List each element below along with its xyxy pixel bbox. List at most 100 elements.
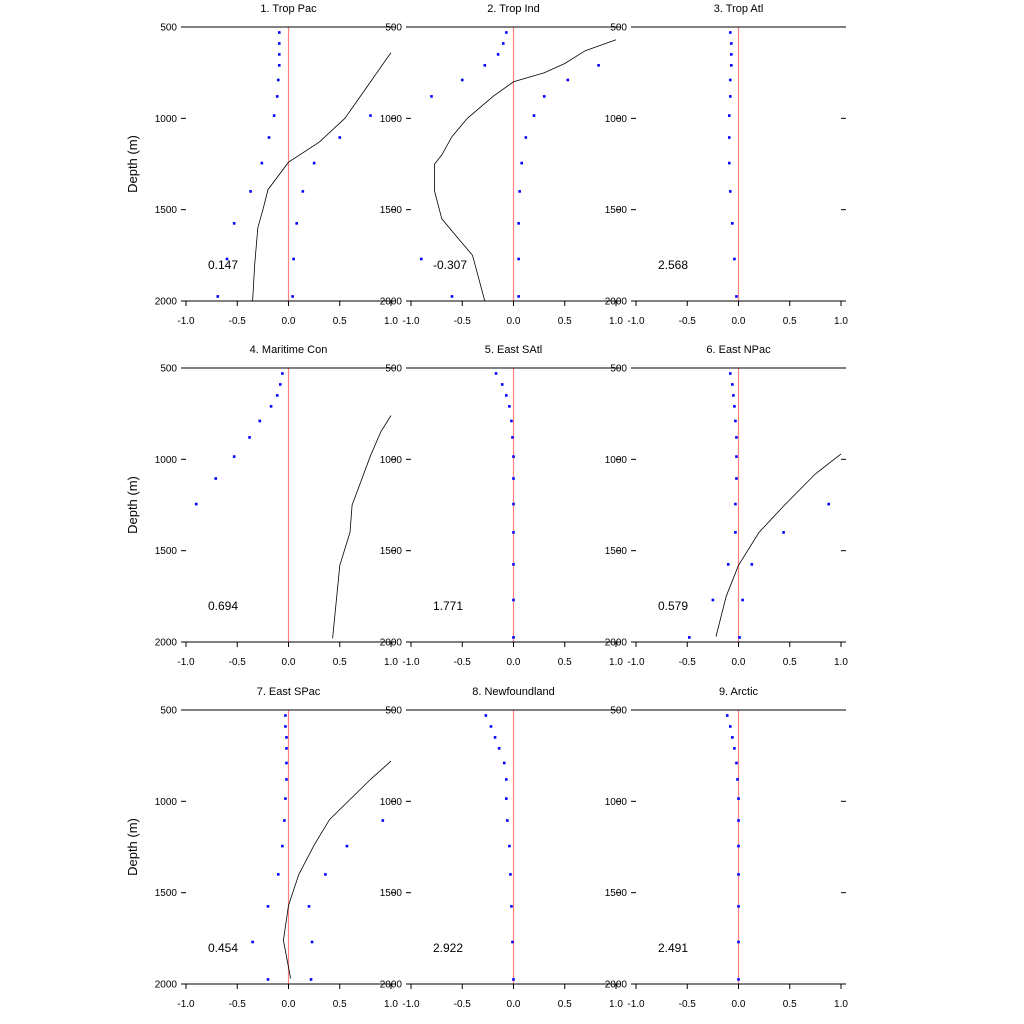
data-point (232, 222, 236, 225)
data-point (369, 114, 372, 117)
data-point (509, 873, 512, 876)
y-tick-label: 500 (610, 23, 627, 34)
data-point (734, 502, 737, 506)
y-tick-label: 1000 (605, 797, 628, 808)
data-point (730, 53, 733, 56)
data-point (727, 136, 731, 139)
data-point (277, 31, 281, 34)
x-tick-label: 0.0 (282, 657, 296, 668)
data-point (307, 905, 311, 908)
x-tick-label: -1.0 (402, 999, 420, 1010)
x-tick-label: -1.0 (627, 316, 645, 327)
data-point (518, 190, 521, 193)
data-point (324, 873, 327, 876)
data-point (731, 383, 734, 386)
x-tick-label: 0.0 (732, 657, 746, 668)
panel-title: 4. Maritime Con (250, 344, 328, 356)
data-point (276, 873, 280, 876)
data-point (292, 257, 295, 261)
y-tick-label: 2000 (155, 980, 178, 991)
y-tick-label: 2000 (605, 980, 628, 991)
data-point (496, 53, 500, 56)
data-point (735, 295, 738, 298)
data-point (732, 394, 735, 397)
data-point (505, 797, 508, 800)
panel-title: 9. Arctic (719, 686, 759, 698)
x-tick-label: -0.5 (679, 316, 697, 327)
y-tick-label: 1500 (605, 546, 628, 557)
data-point (512, 978, 515, 981)
data-point (506, 819, 509, 822)
panel-annotation: 1.771 (433, 599, 463, 613)
data-point (511, 436, 514, 439)
data-point (520, 161, 523, 165)
y-tick-label: 500 (385, 364, 402, 375)
data-point (729, 725, 732, 728)
data-point (269, 405, 273, 408)
data-point (285, 778, 288, 781)
data-point (284, 714, 287, 717)
data-point (737, 873, 740, 876)
x-tick-label: 0.0 (732, 316, 746, 327)
x-tick-label: -1.0 (627, 999, 645, 1010)
data-point (517, 222, 520, 225)
x-tick-label: -0.5 (229, 657, 247, 668)
x-tick-label: 0.0 (507, 316, 521, 327)
data-point (260, 161, 264, 165)
y-tick-label: 1000 (155, 114, 178, 125)
x-tick-label: 0.5 (558, 316, 572, 327)
data-point (285, 761, 288, 765)
data-point (741, 598, 744, 602)
y-axis-label: Depth (m) (125, 818, 140, 876)
data-point (532, 114, 536, 117)
data-point (483, 64, 487, 67)
y-tick-label: 1000 (380, 114, 403, 125)
data-point (345, 844, 349, 848)
data-point (512, 636, 515, 639)
data-point (729, 372, 732, 375)
y-tick-label: 1000 (155, 455, 178, 466)
data-point (275, 95, 279, 98)
data-point (272, 114, 276, 117)
data-point (430, 95, 433, 98)
data-point (731, 736, 734, 739)
data-point (566, 78, 570, 82)
panel-annotation: 0.454 (208, 941, 238, 955)
data-point (484, 714, 488, 717)
data-point (734, 531, 737, 534)
x-tick-label: 0.0 (732, 999, 746, 1010)
x-tick-label: 1.0 (609, 999, 623, 1010)
data-point (266, 905, 270, 908)
data-point (737, 905, 740, 908)
x-tick-label: 1.0 (834, 316, 848, 327)
y-axis-label: Depth (m) (125, 135, 140, 193)
data-point (730, 42, 733, 45)
data-point (736, 778, 739, 781)
y-tick-label: 1000 (605, 455, 628, 466)
data-point (735, 455, 738, 458)
x-tick-label: -0.5 (229, 316, 247, 327)
data-point (267, 136, 271, 139)
data-point (512, 531, 515, 534)
data-point (310, 940, 314, 944)
data-point (512, 502, 515, 506)
data-point (733, 257, 736, 261)
data-point (727, 161, 731, 165)
data-point (735, 761, 738, 765)
x-tick-label: 0.5 (783, 999, 797, 1010)
x-tick-label: -0.5 (679, 999, 697, 1010)
data-point (281, 844, 284, 848)
panel-title: 1. Trop Pac (260, 3, 317, 15)
data-point (827, 502, 830, 506)
data-point (729, 95, 732, 98)
data-point (460, 78, 464, 82)
data-point (711, 598, 715, 602)
data-point (381, 819, 385, 822)
x-tick-label: -0.5 (454, 657, 472, 668)
y-tick-label: 1500 (380, 546, 403, 557)
data-point (279, 383, 282, 386)
data-point (277, 53, 281, 56)
data-point (232, 455, 236, 458)
data-point (730, 64, 733, 67)
